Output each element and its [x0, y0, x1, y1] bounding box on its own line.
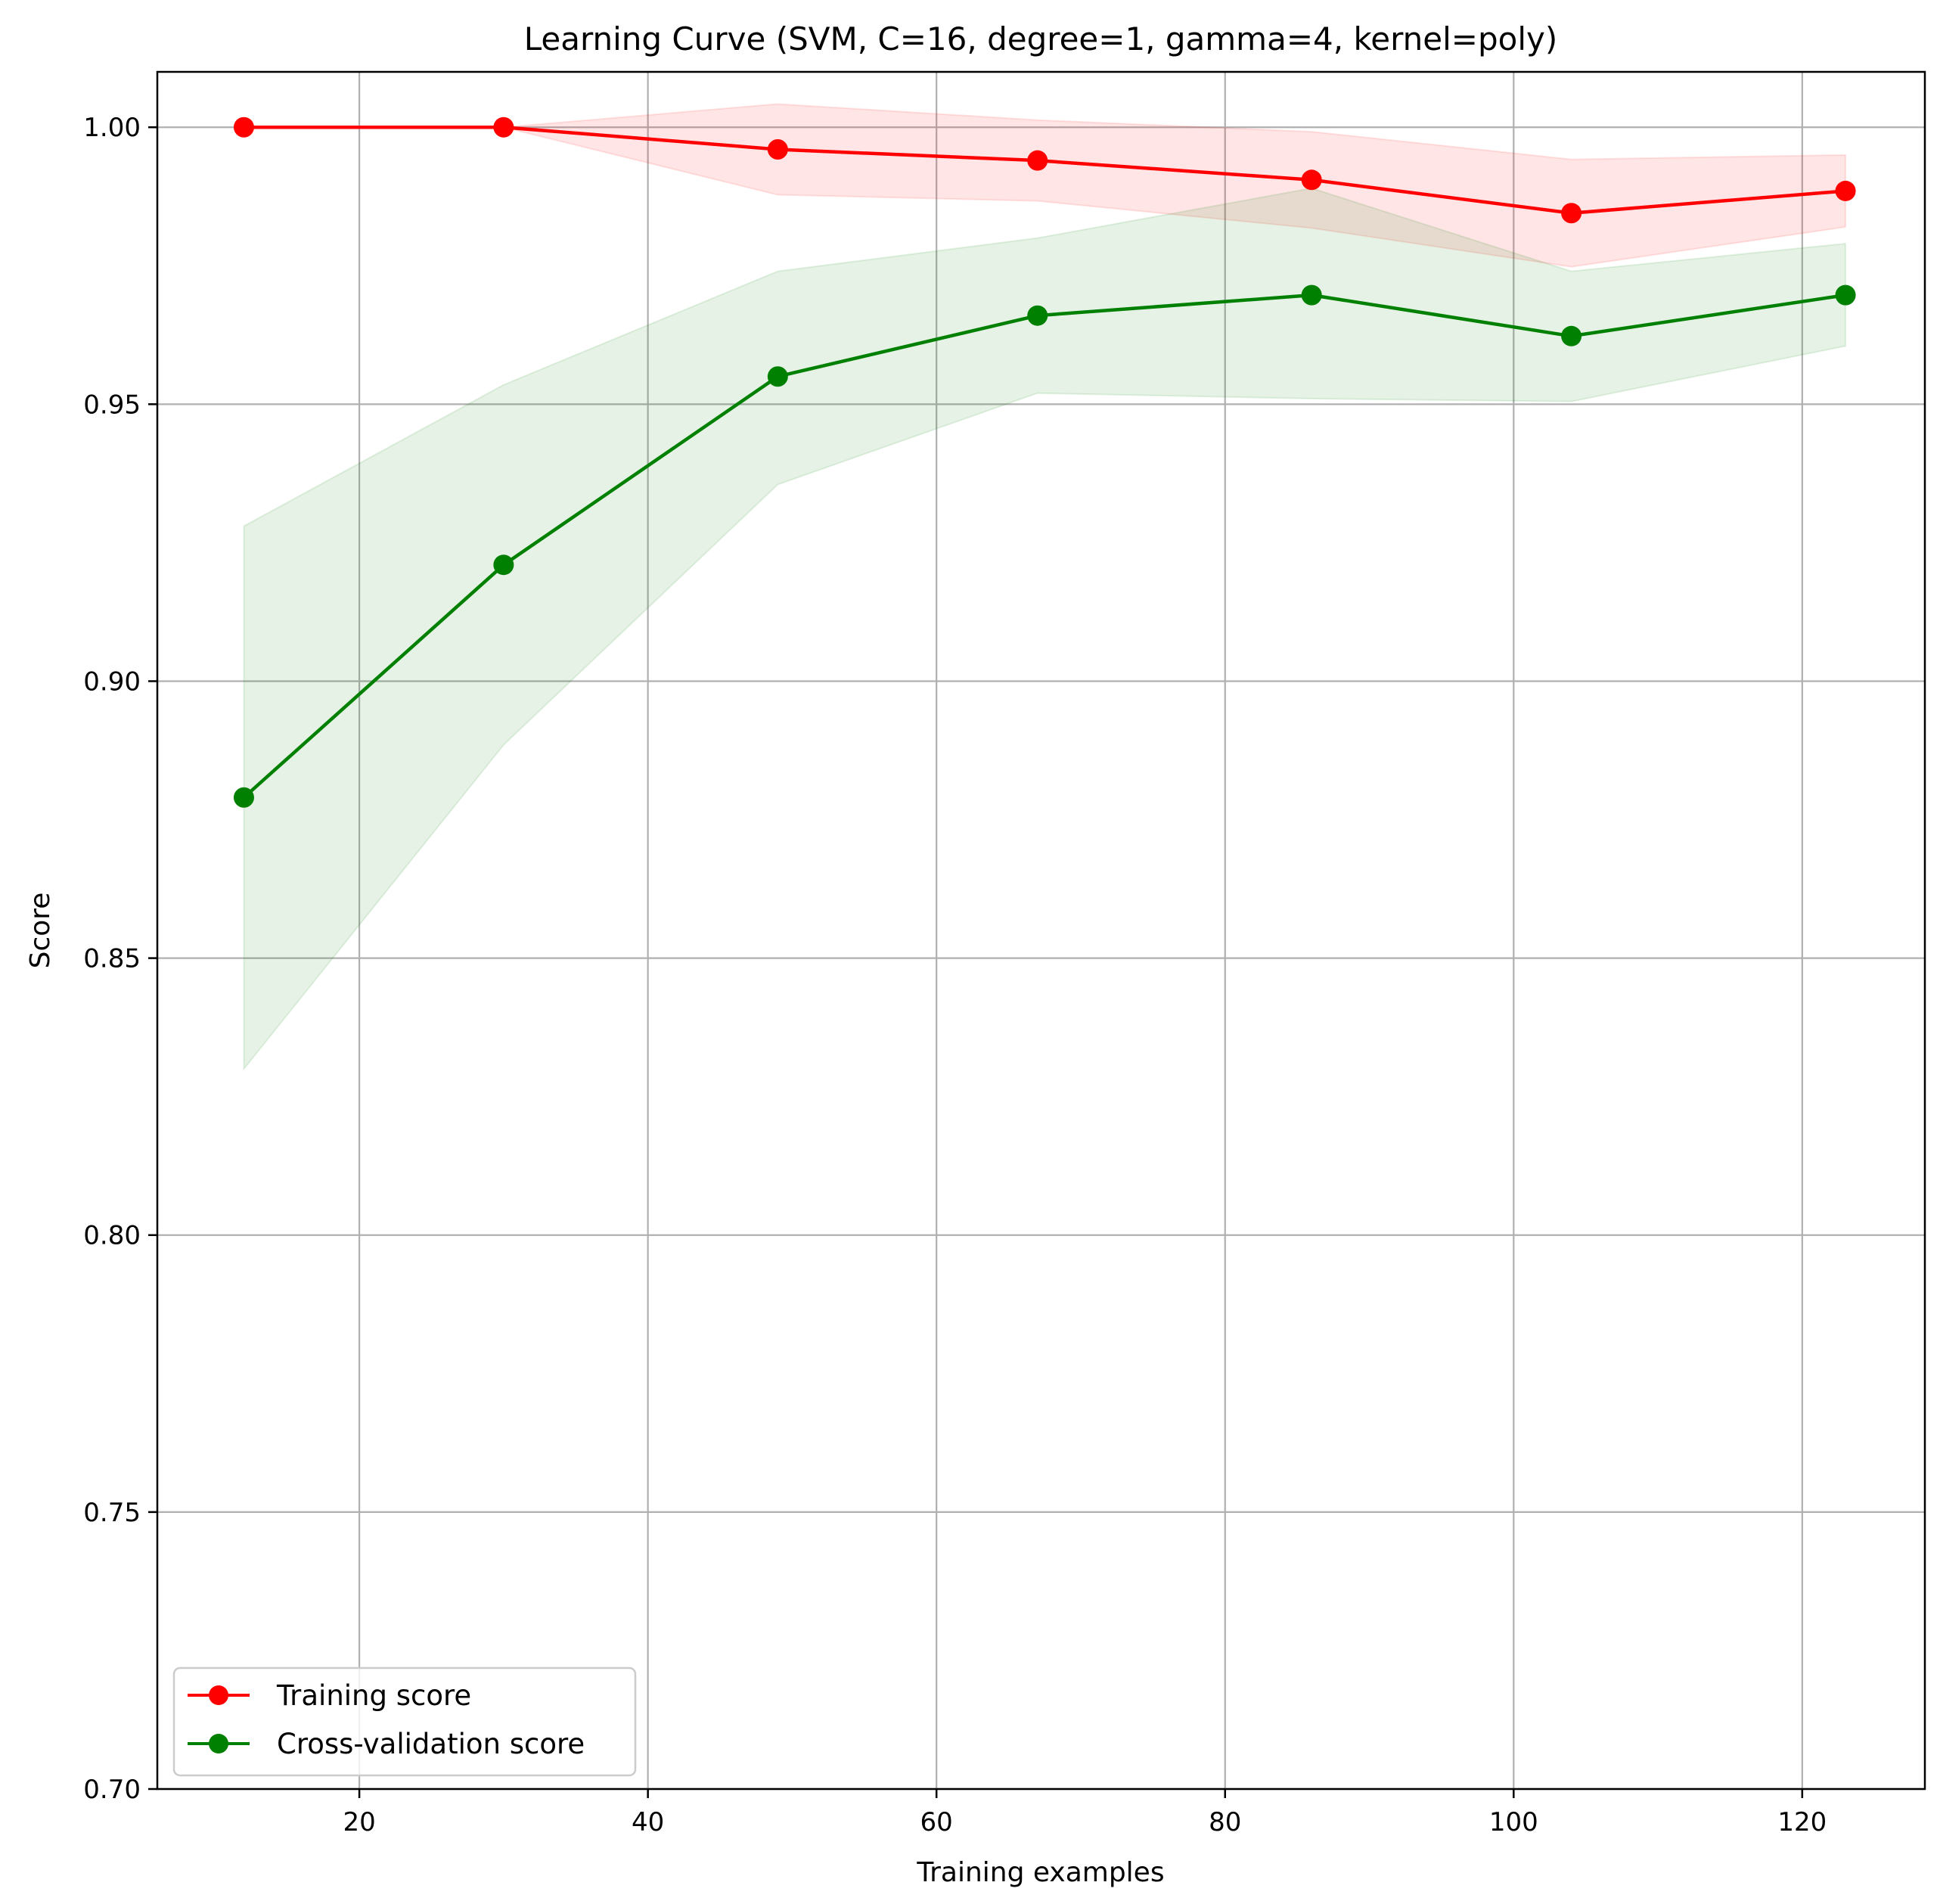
point-cross-validation-score	[1835, 284, 1856, 306]
point-training-score	[1835, 180, 1856, 201]
grid-lines	[157, 72, 1925, 1791]
x-tick-label: 20	[343, 1807, 375, 1837]
y-tick-label: 0.85	[83, 944, 141, 974]
y-tick-label: 1.00	[83, 113, 141, 143]
point-cross-validation-score	[1561, 325, 1582, 346]
x-axis-label: Training examples	[916, 1857, 1164, 1888]
series-markers	[233, 116, 1856, 808]
point-cross-validation-score	[1301, 284, 1322, 306]
legend-frame	[172, 1666, 637, 1777]
point-training-score	[493, 116, 514, 138]
point-training-score	[1301, 169, 1322, 191]
legend-label-training: Training score	[276, 1679, 471, 1712]
x-tick-label: 60	[920, 1807, 953, 1837]
x-tick-label: 40	[632, 1807, 664, 1837]
y-tick-label: 0.80	[83, 1221, 141, 1251]
chart-title: Learning Curve (SVM, C=16, degree=1, gam…	[524, 20, 1557, 57]
band-cross-validation-score	[243, 187, 1847, 1071]
y-tick-label: 0.70	[83, 1775, 141, 1805]
plot-frame	[156, 70, 1926, 1791]
x-tick-label: 100	[1489, 1807, 1538, 1837]
legend-marker-training	[209, 1685, 228, 1705]
legend-marker-cross-validation	[209, 1734, 228, 1753]
y-tick-label: 0.75	[83, 1498, 141, 1528]
point-cross-validation-score	[767, 366, 788, 387]
y-axis-ticks: 0.70 0.75 0.80 0.85 0.90 0.95 1.00	[83, 113, 157, 1805]
point-cross-validation-score	[493, 554, 514, 576]
point-training-score	[233, 116, 254, 138]
x-tick-label: 80	[1209, 1807, 1241, 1837]
point-cross-validation-score	[233, 787, 254, 808]
point-training-score	[1027, 150, 1048, 171]
legend: Training score Cross-validation score	[172, 1666, 637, 1777]
y-tick-label: 0.90	[83, 666, 141, 697]
legend-label-cross-validation: Cross-validation score	[277, 1728, 585, 1760]
point-cross-validation-score	[1027, 305, 1048, 326]
x-axis-ticks: 20 40 60 80 100 120	[343, 1789, 1827, 1837]
y-axis-label: Score	[25, 893, 56, 969]
point-training-score	[767, 139, 788, 160]
y-tick-label: 0.95	[83, 390, 141, 420]
point-training-score	[1561, 203, 1582, 224]
x-tick-label: 120	[1777, 1807, 1827, 1837]
